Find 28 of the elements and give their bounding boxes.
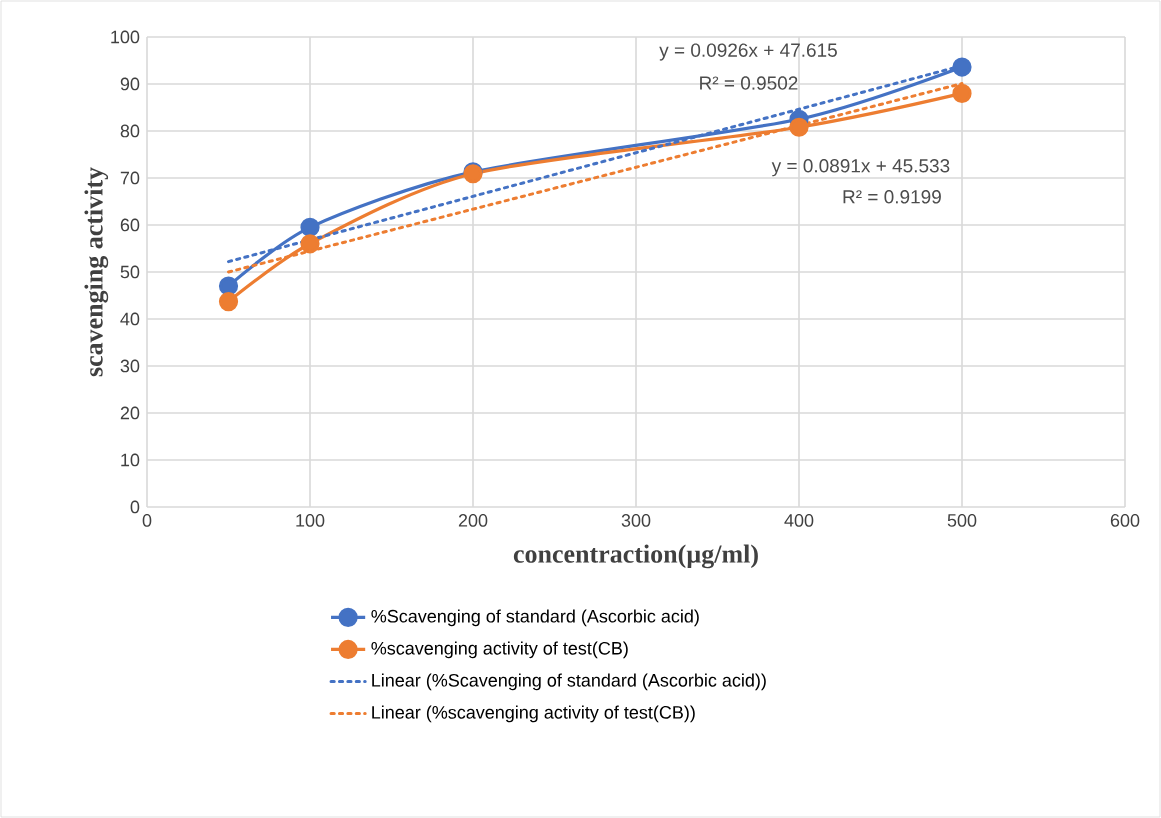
legend-label: %scavenging activity of test(CB) [371, 641, 628, 659]
y-tick-label: 30 [120, 359, 140, 373]
y-tick-label: 60 [120, 218, 140, 232]
x-tick-label: 100 [296, 514, 325, 527]
y-tick-label: 70 [120, 171, 140, 185]
legend-label: Linear (%Scavenging of standard (Ascorbic acid)) [372, 673, 766, 691]
y-tick-label: 40 [120, 312, 140, 326]
annotation: R² = 0.9199 [843, 190, 941, 204]
y-tick-label: 80 [120, 124, 140, 138]
x-tick-label: 300 [621, 514, 651, 527]
y-tick-label: 50 [120, 265, 140, 279]
y-tick-label: 10 [121, 453, 140, 467]
y-tick-label: 20 [120, 406, 140, 420]
x-tick-label: 400 [784, 514, 814, 527]
x-axis-title: concentraction(µg/ml) [513, 544, 758, 569]
x-tick-label: 500 [947, 514, 977, 527]
y-tick-label: 0 [130, 500, 140, 514]
annotation: y = 0.0926x + 47.615 [659, 43, 837, 61]
y-tick-label: 90 [120, 77, 140, 91]
y-tick-label: 100 [111, 30, 140, 44]
x-tick-label: 200 [458, 514, 488, 527]
annotation: R² = 0.9502 [700, 76, 798, 90]
legend-label: %Scavenging of standard (Ascorbic acid) [371, 609, 699, 627]
x-tick-label: 0 [142, 514, 152, 527]
annotation: y = 0.0891x + 45.533 [771, 159, 950, 177]
legend-label: Linear (%scavenging activity of test(CB)) [372, 705, 695, 723]
x-tick-label: 600 [1110, 514, 1140, 527]
y-axis-title: scavenging activity [84, 167, 109, 377]
